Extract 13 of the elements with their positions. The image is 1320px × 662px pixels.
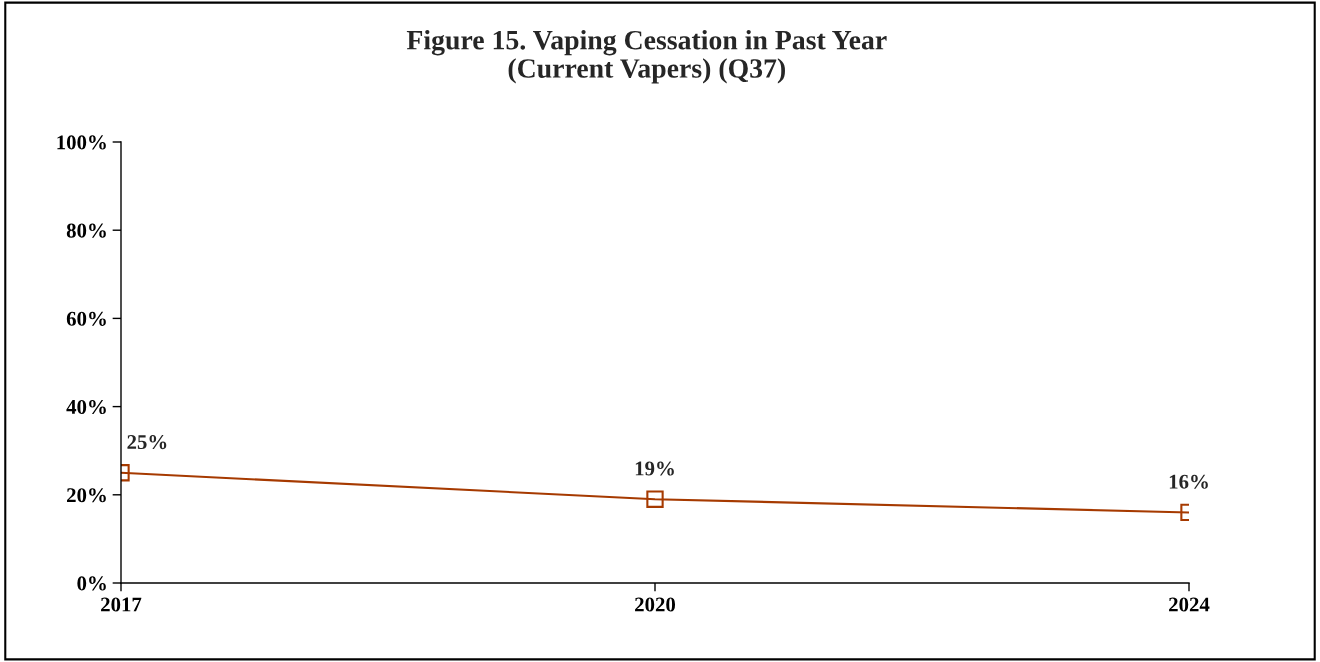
x-tick-label: 2024 (1169, 597, 1210, 612)
y-tick-label: 100% (57, 135, 106, 150)
chart-title: Figure 15. Vaping Cessation in Past Year (Current Vapers) (Q37) (406, 30, 887, 84)
data-label: 25% (127, 435, 167, 450)
y-tick-label: 40% (66, 399, 106, 415)
y-tick-label: 20% (67, 488, 106, 503)
y-tick-label: 80% (66, 223, 106, 238)
x-tick-label: 2020 (635, 597, 676, 612)
data-label: 16% (1169, 474, 1208, 489)
x-tick-label: 2017 (101, 597, 142, 612)
y-tick-label: 60% (66, 311, 106, 326)
y-tick-label: 0% (77, 576, 106, 591)
data-label: 19% (635, 461, 674, 476)
